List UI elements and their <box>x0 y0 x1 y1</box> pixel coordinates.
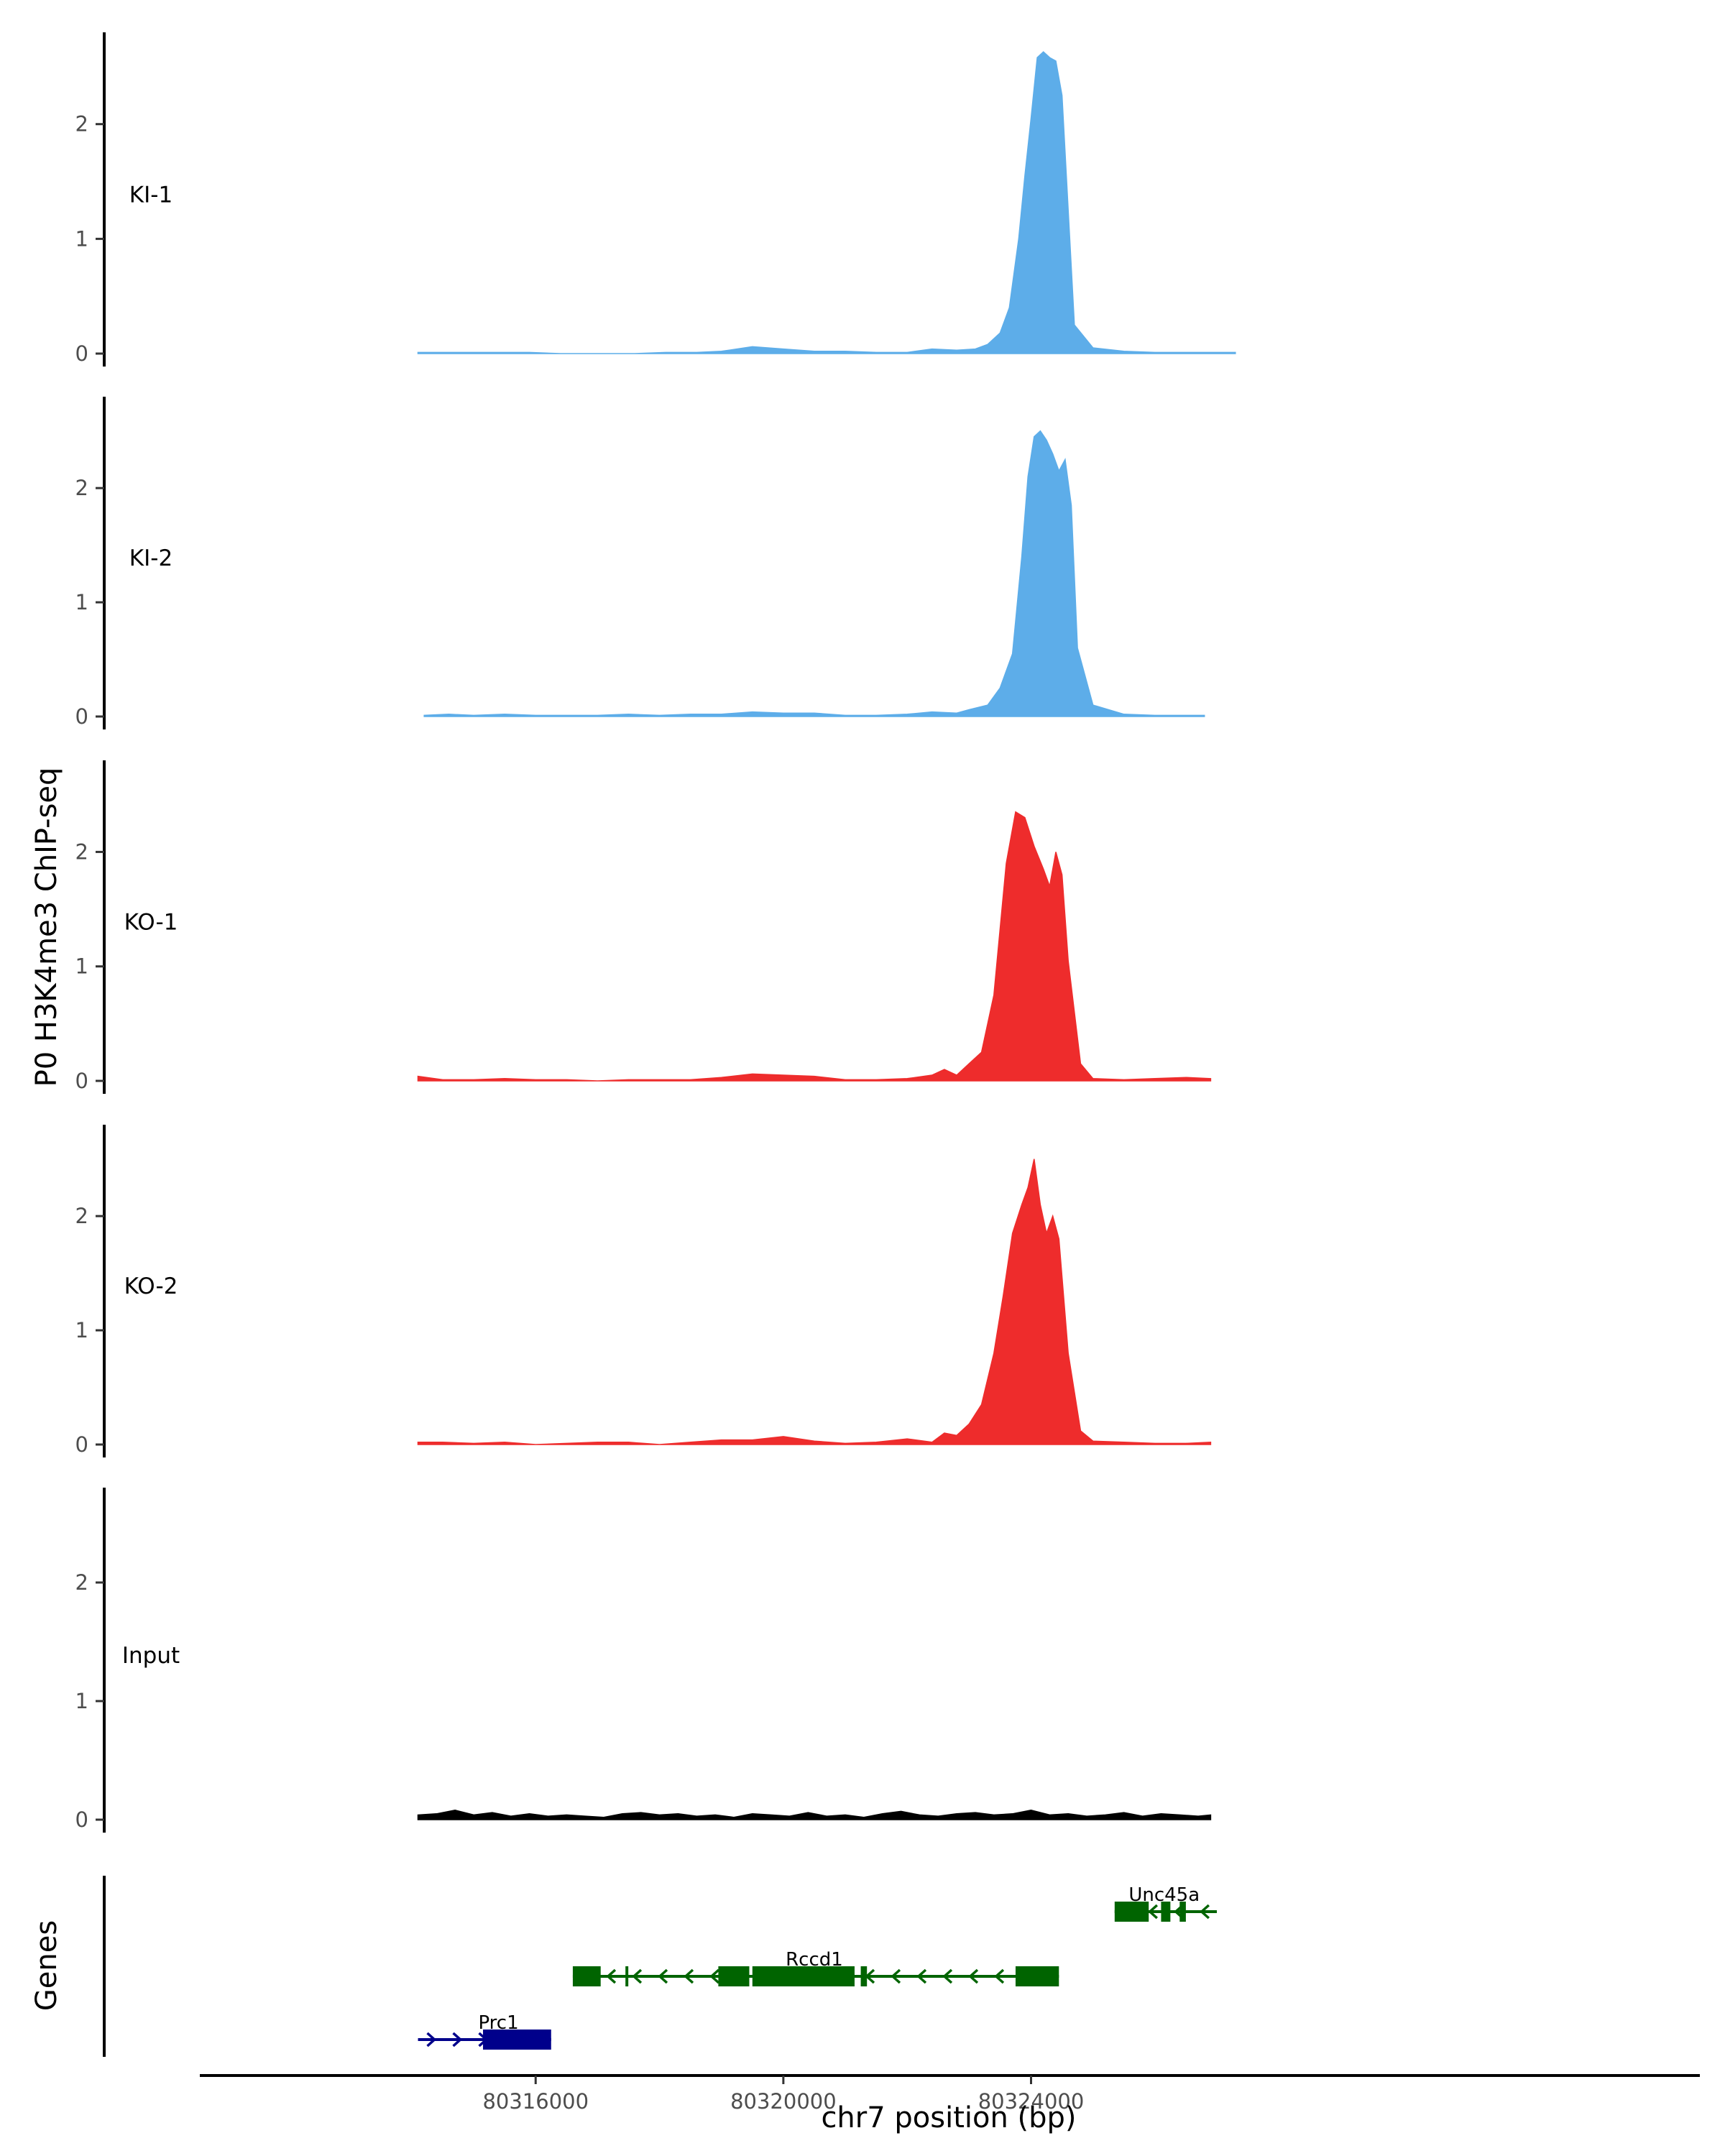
x-axis-title: chr7 position (bp) <box>821 2101 1076 2134</box>
y-tick-label: 1 <box>75 954 88 979</box>
gene-exon <box>1179 1902 1186 1922</box>
strand-arrow <box>1200 1904 1210 1920</box>
track-label: Input <box>122 1643 180 1669</box>
y-tick-label: 2 <box>75 1570 88 1595</box>
gene-unc45a: Unc45a <box>1114 1884 1217 1922</box>
y-tick-label: 1 <box>75 1318 88 1342</box>
track-ki-2: 0 1 2 KI-2 <box>75 397 1205 729</box>
y-tick-label: 2 <box>75 839 88 864</box>
track-ki-1: 0 1 2 KI-1 <box>75 32 1236 367</box>
y-tick-label: 0 <box>75 1807 88 1832</box>
track-label: KI-2 <box>129 545 172 571</box>
track-label: KO-2 <box>124 1273 178 1299</box>
gene-label: Prc1 <box>478 2012 518 2034</box>
track-label: KI-1 <box>129 182 172 208</box>
track-ko-1: 0 1 2 KO-1 <box>75 760 1212 1094</box>
gene-exon <box>483 2030 551 2050</box>
x-tick-label: 80320000 <box>730 2089 837 2114</box>
signal-tracks: 0 1 2 KI-1 0 1 2 KI-2 0 1 2 KO-1 0 1 2 KO-2 0 1 2 Input <box>75 32 1236 1833</box>
y-tick-label: 1 <box>75 226 88 251</box>
strand-arrow <box>709 1968 720 1984</box>
signal-area <box>423 430 1205 717</box>
signal-area <box>417 1158 1212 1445</box>
strand-arrow <box>426 2032 437 2047</box>
track-ko-2: 0 1 2 KO-2 <box>75 1125 1212 1457</box>
signal-area <box>417 1810 1212 1820</box>
y-tick-label: 1 <box>75 590 88 614</box>
gene-label: Unc45a <box>1128 1884 1200 1906</box>
y-tick-label: 2 <box>75 112 88 137</box>
strand-arrow <box>632 1968 643 1984</box>
x-tick-label: 80316000 <box>482 2089 589 2114</box>
gene-exon <box>718 1966 750 1986</box>
strand-arrow <box>606 1968 617 1984</box>
y-tick-label: 0 <box>75 1069 88 1093</box>
y-tick-label: 0 <box>75 341 88 366</box>
strand-arrow <box>994 1968 1005 1984</box>
track-input: 0 1 2 Input <box>75 1488 1212 1833</box>
x-tick-label: 80324000 <box>978 2089 1085 2114</box>
strand-arrow <box>916 1968 927 1984</box>
signal-area <box>417 51 1236 354</box>
strand-arrow <box>452 2032 463 2047</box>
strand-arrow <box>658 1968 668 1984</box>
strand-arrow <box>684 1968 694 1984</box>
y-tick-label: 1 <box>75 1689 88 1713</box>
strand-arrow <box>1148 1904 1158 1920</box>
gene-prc1: Prc1 <box>418 2012 551 2050</box>
x-axis: 80316000 80320000 80324000 <box>200 2074 1700 2114</box>
strand-arrow <box>891 1968 901 1984</box>
gene-exon <box>1015 1966 1059 1986</box>
gene-exon <box>1114 1902 1149 1922</box>
gene-rccd1: Rccd1 <box>572 1949 1059 1986</box>
genes-axis-title: Genes <box>30 1920 63 2011</box>
y-tick-label: 0 <box>75 1432 88 1457</box>
gene-label: Rccd1 <box>786 1949 843 1971</box>
y-tick-label: 2 <box>75 1204 88 1228</box>
gene-exon <box>625 1966 629 1986</box>
y-axis-title: P0 H3K4me3 ChIP-seq <box>30 768 63 1087</box>
strand-arrow <box>942 1968 953 1984</box>
gene-exon <box>860 1966 868 1986</box>
signal-area <box>417 811 1212 1082</box>
gene-exon <box>572 1966 601 1986</box>
y-tick-label: 0 <box>75 704 88 729</box>
y-tick-label: 2 <box>75 476 88 500</box>
strand-arrow <box>968 1968 979 1984</box>
gene-exon <box>752 1966 855 1986</box>
track-label: KO-1 <box>124 910 178 936</box>
genes-track: Prc1 Rccd1 Unc45a <box>103 1876 1217 2057</box>
gene-exon <box>1161 1902 1171 1922</box>
